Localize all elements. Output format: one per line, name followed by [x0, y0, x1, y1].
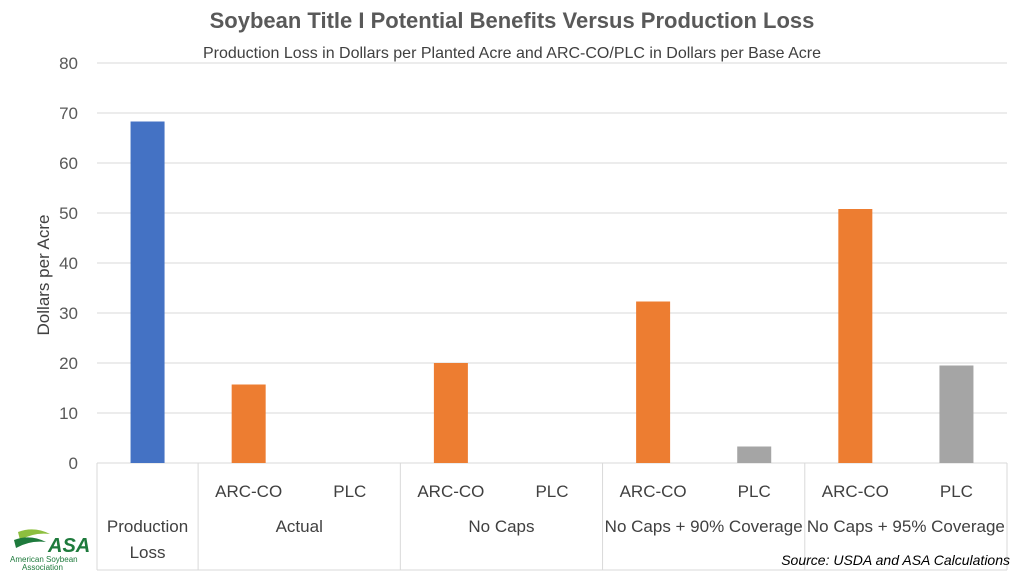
y-tick-label: 0: [69, 454, 78, 473]
x-group-label: Production: [107, 517, 188, 536]
bar: [737, 446, 772, 463]
x-sublabel: PLC: [333, 482, 366, 501]
y-tick-label: 70: [59, 104, 78, 123]
x-group-label: No Caps + 90% Coverage: [605, 517, 803, 536]
logo-name-line1: American Soybean: [10, 555, 78, 564]
x-sublabel: PLC: [940, 482, 973, 501]
y-tick-label: 60: [59, 154, 78, 173]
asa-logo: ASA American Soybean Association: [8, 528, 108, 572]
y-tick-label: 80: [59, 54, 78, 73]
logo-text: ASA: [47, 535, 90, 557]
x-group-label: Actual: [276, 517, 323, 536]
x-sublabel: ARC-CO: [620, 482, 687, 501]
x-sublabel: PLC: [535, 482, 568, 501]
y-tick-label: 10: [59, 404, 78, 423]
chart-subtitle: Production Loss in Dollars per Planted A…: [202, 45, 822, 62]
y-tick-label: 30: [59, 304, 78, 323]
y-tick-label: 40: [59, 254, 78, 273]
bar: [636, 301, 671, 463]
logo-name-line2: Association: [22, 563, 63, 572]
x-sublabel: ARC-CO: [822, 482, 889, 501]
bar: [939, 365, 974, 463]
asa-logo-icon: ASA American Soybean Association: [10, 529, 90, 572]
x-sublabel: ARC-CO: [215, 482, 282, 501]
x-group-label: Loss: [130, 543, 166, 562]
bar: [838, 209, 873, 463]
bar: [231, 384, 266, 463]
y-tick-label: 20: [59, 354, 78, 373]
chart-title: Soybean Title I Potential Benefits Versu…: [209, 8, 815, 33]
source-note: Source: USDA and ASA Calculations: [781, 552, 1010, 568]
bar: [433, 363, 468, 463]
x-group-label: No Caps + 95% Coverage: [807, 517, 1005, 536]
bar: [130, 121, 165, 463]
y-tick-label: 50: [59, 204, 78, 223]
x-sublabel: ARC-CO: [417, 482, 484, 501]
x-sublabel: PLC: [738, 482, 771, 501]
x-group-label: No Caps: [468, 517, 534, 536]
